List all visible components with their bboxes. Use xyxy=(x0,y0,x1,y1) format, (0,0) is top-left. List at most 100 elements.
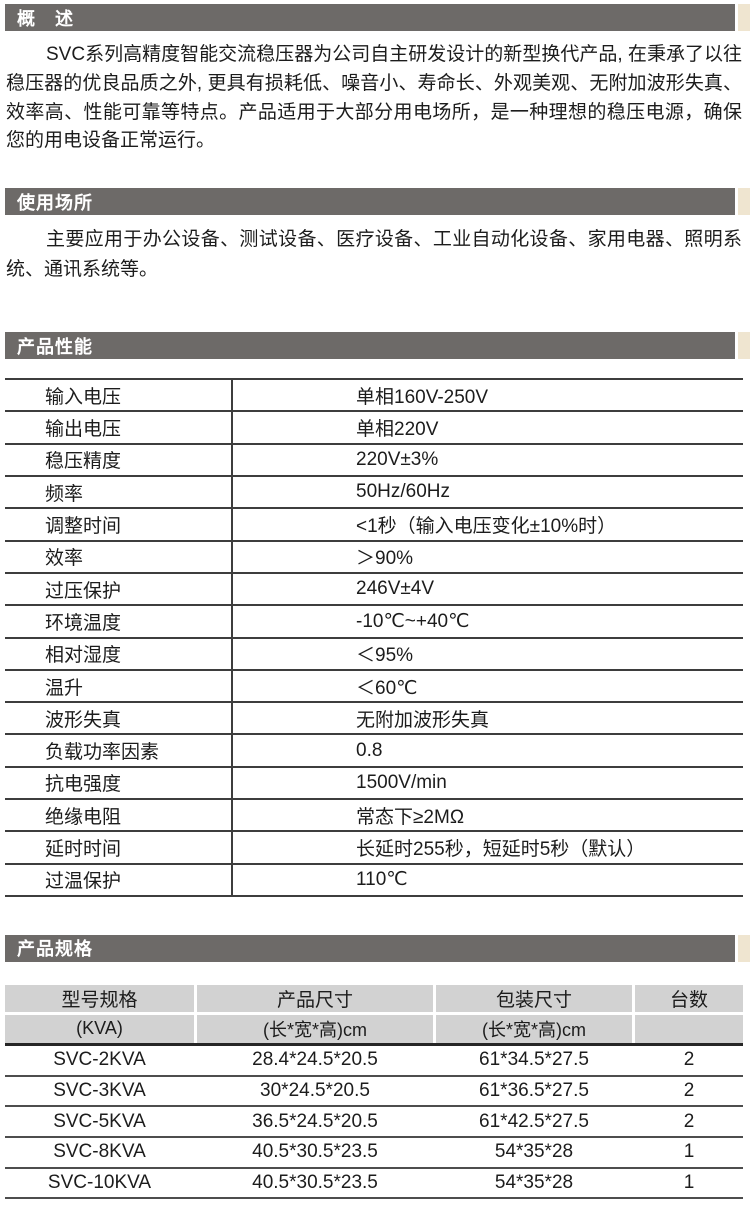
spec-label: 输出电压 xyxy=(5,412,233,443)
section-header-overview: 概 述 xyxy=(5,4,750,31)
table-row: SVC-3KVA 30*24.5*20.5 61*36.5*27.5 2 xyxy=(5,1077,743,1108)
accent-block xyxy=(738,4,750,31)
accent-block xyxy=(738,188,750,216)
spec-label: 延时时间 xyxy=(5,832,233,863)
column-header-model: 型号规格 xyxy=(5,984,194,1012)
spec-value: 50Hz/60Hz xyxy=(356,481,450,503)
section-title-bar: 使用场所 xyxy=(5,188,735,216)
spec-label: 温升 xyxy=(5,670,233,702)
overview-paragraph: SVC系列高精度智能交流稳压器为公司自主研发设计的新型换代产品, 在秉承了以往稳… xyxy=(6,44,742,152)
product-size-cell: 30*24.5*20.5 xyxy=(260,1079,370,1101)
column-subheader-product-size: (长*宽*高)cm xyxy=(197,1014,433,1043)
section-title-bar: 产品性能 xyxy=(5,332,735,360)
spec-label: 过温保护 xyxy=(5,864,233,895)
spec-label: 环境温度 xyxy=(5,606,233,637)
column-subheader-qty-empty xyxy=(635,1014,743,1043)
section-title: 使用场所 xyxy=(17,192,93,213)
product-size-cell: 40.5*30.5*23.5 xyxy=(252,1172,378,1194)
model-cell: SVC-2KVA xyxy=(53,1049,146,1071)
spec-label: 效率 xyxy=(5,541,233,572)
table-row: 延时时间 长延时255秒，短延时5秒（默认） xyxy=(5,832,743,865)
package-size-cell: 61*36.5*27.5 xyxy=(479,1079,589,1101)
table-row: SVC-2KVA 28.4*24.5*20.5 61*34.5*27.5 2 xyxy=(5,1046,743,1077)
spec-label: 波形失真 xyxy=(5,703,233,734)
table-row: 效率 ＞90% xyxy=(5,541,743,574)
header-rule xyxy=(5,1042,743,1046)
spec-value: <1秒（输入电压变化±10%时） xyxy=(356,516,617,538)
model-cell: SVC-3KVA xyxy=(53,1079,146,1101)
qty-cell: 2 xyxy=(683,1049,695,1071)
section-title: 产品性能 xyxy=(17,336,93,357)
section-header-usage: 使用场所 xyxy=(5,188,750,216)
accent-block xyxy=(738,934,750,962)
section-title-bar: 概 述 xyxy=(5,4,735,31)
table-row: 输入电压 单相160V-250V xyxy=(5,380,743,413)
table-row: 相对湿度 ＜95% xyxy=(5,638,743,671)
qty-cell: 1 xyxy=(683,1141,695,1163)
spec-value: 246V±4V xyxy=(356,578,435,600)
package-size-cell: 54*35*28 xyxy=(494,1172,574,1194)
table-row: 温升 ＜60℃ xyxy=(5,670,743,704)
column-header-qty: 台数 xyxy=(635,984,743,1012)
table-row: 负载功率因素 0.8 xyxy=(5,735,743,768)
product-size-cell: 36.5*24.5*20.5 xyxy=(252,1110,378,1132)
spec-value: -10℃~+40℃ xyxy=(356,610,470,632)
usage-paragraph: 主要应用于办公设备、测试设备、医疗设备、工业自动化设备、家用电器、照明系统、通讯… xyxy=(6,229,742,281)
spec-value: ＞90% xyxy=(356,548,414,570)
table-row: 调整时间 <1秒（输入电压变化±10%时） xyxy=(5,509,743,542)
bar-divider xyxy=(735,934,738,962)
bar-divider xyxy=(735,188,738,216)
table-row: 输出电压 单相220V xyxy=(5,412,743,445)
section-title-bar: 产品规格 xyxy=(5,934,735,962)
accent-block xyxy=(738,332,750,360)
spec-value: 1500V/min xyxy=(356,771,447,793)
spec-header-row-1: 型号规格 产品尺寸 包装尺寸 台数 xyxy=(5,984,743,1012)
product-size-cell: 40.5*30.5*23.5 xyxy=(252,1141,378,1163)
table-row: 波形失真 无附加波形失真 xyxy=(5,703,743,736)
column-subheader-model: (KVA) xyxy=(5,1014,194,1043)
spec-label: 绝缘电阻 xyxy=(5,800,233,831)
bar-divider xyxy=(735,332,738,360)
section-title: 产品规格 xyxy=(17,939,93,960)
package-size-cell: 54*35*28 xyxy=(494,1141,574,1163)
table-row: SVC-8KVA 40.5*30.5*23.5 54*35*28 1 xyxy=(5,1138,743,1169)
column-header-package-size: 包装尺寸 xyxy=(436,984,632,1012)
table-row: 环境温度 -10℃~+40℃ xyxy=(5,606,743,639)
spec-value: 单相160V-250V xyxy=(356,386,489,408)
spec-table: 型号规格 产品尺寸 包装尺寸 台数 (KVA) (长*宽*高)cm (长*宽*高… xyxy=(5,984,743,1200)
table-row: 频率 50Hz/60Hz xyxy=(5,477,743,510)
performance-table: 输入电压 单相160V-250V 输出电压 单相220V 稳压精度 220V±3… xyxy=(5,378,743,897)
table-row: SVC-10KVA 40.5*30.5*23.5 54*35*28 1 xyxy=(5,1169,743,1200)
product-size-cell: 28.4*24.5*20.5 xyxy=(252,1049,378,1071)
spec-value: 0.8 xyxy=(356,739,383,761)
spec-label: 过压保护 xyxy=(5,573,233,605)
spec-value: ＜95% xyxy=(356,645,414,667)
spec-value: 长延时255秒，短延时5秒（默认） xyxy=(356,838,646,860)
spec-label: 稳压精度 xyxy=(5,444,233,476)
table-row: 绝缘电阻 常态下≥2MΩ xyxy=(5,800,743,833)
section-header-specs: 产品规格 xyxy=(5,934,750,962)
table-row: 过压保护 246V±4V xyxy=(5,573,743,607)
section-header-performance: 产品性能 xyxy=(5,332,750,360)
column-header-product-size: 产品尺寸 xyxy=(197,984,433,1012)
package-size-cell: 61*42.5*27.5 xyxy=(479,1110,589,1132)
spec-label: 频率 xyxy=(5,477,233,508)
spec-value: 单相220V xyxy=(356,419,439,441)
package-size-cell: 61*34.5*27.5 xyxy=(479,1049,589,1071)
spec-label: 调整时间 xyxy=(5,509,233,540)
bar-divider xyxy=(735,4,738,31)
table-row: 过温保护 110℃ xyxy=(5,864,743,897)
table-row: SVC-5KVA 36.5*24.5*20.5 61*42.5*27.5 2 xyxy=(5,1107,743,1138)
spec-value: 110℃ xyxy=(356,869,408,891)
spec-value: 无附加波形失真 xyxy=(356,709,490,731)
section-title: 概 述 xyxy=(17,8,74,29)
model-cell: SVC-5KVA xyxy=(53,1110,146,1132)
spec-label: 相对湿度 xyxy=(5,638,233,669)
spec-value: 220V±3% xyxy=(356,448,439,470)
spec-value: ＜60℃ xyxy=(356,677,418,699)
spec-label: 输入电压 xyxy=(5,380,233,411)
column-subheader-package-size: (长*宽*高)cm xyxy=(436,1014,632,1043)
model-cell: SVC-8KVA xyxy=(53,1141,146,1163)
qty-cell: 1 xyxy=(683,1172,695,1194)
spec-label: 抗电强度 xyxy=(5,767,233,799)
